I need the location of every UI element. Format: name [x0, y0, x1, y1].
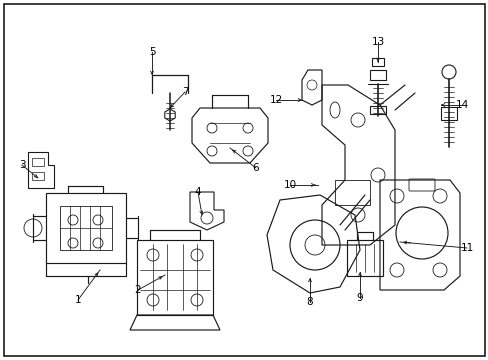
Bar	[334, 180, 369, 205]
Text: 5: 5	[148, 47, 155, 57]
Text: 14: 14	[454, 100, 468, 110]
Text: 8: 8	[306, 297, 313, 307]
Text: 9: 9	[356, 293, 363, 303]
Text: 11: 11	[459, 243, 473, 253]
Text: 2: 2	[134, 285, 141, 295]
Text: 4: 4	[194, 187, 201, 197]
Bar	[32, 172, 44, 180]
Text: 13: 13	[370, 37, 384, 47]
Text: 7: 7	[182, 87, 188, 97]
Text: 3: 3	[19, 160, 25, 170]
Text: 12: 12	[269, 95, 282, 105]
Text: 6: 6	[252, 163, 259, 173]
Bar	[32, 158, 44, 166]
Text: 10: 10	[283, 180, 296, 190]
Text: 1: 1	[75, 295, 81, 305]
